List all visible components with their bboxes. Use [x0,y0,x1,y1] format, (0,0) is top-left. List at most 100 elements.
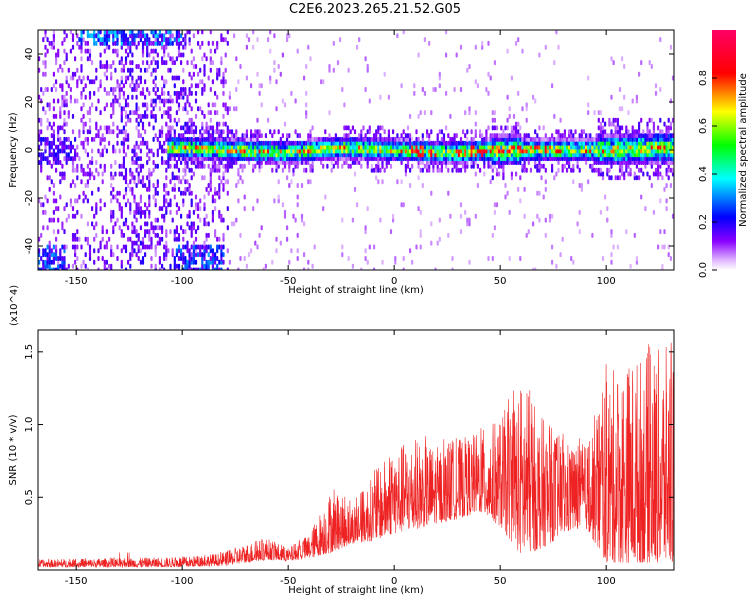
heatmap-x-tick-label: 50 [494,276,507,287]
heatmap-cell [296,160,299,165]
heatmap-cell [180,52,183,58]
heatmap-cell [470,129,473,135]
heatmap-cell [133,87,136,92]
heatmap-cell [599,133,602,139]
heatmap-cell [156,152,159,158]
heatmap-cell [139,140,142,146]
heatmap-cell [303,144,306,150]
heatmap-cell [591,163,594,169]
heatmap-cell [177,256,181,261]
heatmap-cell [207,125,210,131]
heatmap-cell [322,79,325,85]
heatmap-cell [296,232,299,238]
heatmap-cell [472,140,475,146]
heatmap-cell [485,129,488,135]
heatmap-cell [625,160,628,165]
colorbar-tick-label: 0.6 [698,118,709,134]
heatmap-cell [657,125,660,131]
heatmap-cell [364,133,367,139]
heatmap-cell [305,113,308,119]
heatmap-cell [97,87,100,92]
heatmap-cell [222,102,225,108]
heatmap-cell [601,129,605,135]
heatmap-cell [451,256,454,261]
heatmap-cell [599,156,602,162]
heatmap-cell [517,186,520,192]
heatmap-cell [216,167,219,173]
heatmap-cell [182,136,185,142]
heatmap-cell [256,133,259,139]
heatmap-cell [468,110,471,116]
heatmap-cell [358,160,361,165]
heatmap-cell [415,156,418,162]
heatmap-cell [353,160,357,165]
heatmap-cell [228,90,231,96]
heatmap-cell [277,129,280,135]
heatmap-cell [629,152,632,158]
heatmap-cell [228,106,231,112]
heatmap-cell [197,213,200,219]
heatmap-cell [103,37,106,43]
heatmap-cell [224,67,227,73]
heatmap-cell [459,156,463,162]
heatmap-cell [154,186,157,192]
heatmap-cell [601,140,605,146]
heatmap-cell [551,244,554,250]
heatmap-cell [161,236,164,242]
heatmap-cell [116,256,119,261]
heatmap-cell [67,67,70,73]
heatmap-cell [495,148,499,154]
heatmap-cell [322,163,325,169]
heatmap-cell [38,152,41,158]
heatmap-cell [436,148,439,154]
heatmap-cell [137,244,140,250]
heatmap-cell [175,110,178,116]
heatmap-cell [197,40,200,46]
heatmap-cell [303,75,306,81]
heatmap-cell [381,136,384,142]
heatmap-cell [86,129,89,135]
heatmap-cell [80,106,83,112]
heatmap-cell [336,152,340,158]
heatmap-cell [124,98,128,104]
heatmap-cell [657,175,660,181]
heatmap-cell [587,133,590,139]
heatmap-cell [364,156,367,162]
heatmap-cell [252,136,255,142]
heatmap-cell [194,229,198,235]
heatmap-cell [154,232,157,238]
heatmap-cell [141,90,145,96]
heatmap-cell [601,125,605,131]
heatmap-cell [489,133,492,139]
heatmap-cell [194,136,198,142]
heatmap-cell [148,232,151,238]
heatmap-cell [311,136,314,142]
heatmap-cell [665,183,668,188]
heatmap-cell [341,87,344,92]
heatmap-cell [203,221,206,227]
heatmap-cell [55,113,58,119]
heatmap-cell [124,113,128,119]
heatmap-cell [177,248,181,254]
heatmap-cell [521,144,524,150]
heatmap-cell [311,125,314,131]
heatmap-cell [434,140,437,146]
heatmap-cell [298,152,301,158]
heatmap-cell [245,136,248,142]
heatmap-cell [623,144,626,150]
heatmap-cell [97,248,100,254]
heatmap-cell [322,136,325,142]
heatmap-cell [192,133,195,139]
heatmap-cell [481,44,484,50]
heatmap-cell [373,140,376,146]
heatmap-cell [506,144,509,150]
heatmap-cell [368,144,371,150]
heatmap-cell [277,148,280,154]
heatmap-cell [86,30,89,35]
heatmap-cell [595,152,598,158]
heatmap-cell [61,94,64,100]
heatmap-cell [173,148,176,154]
heatmap-cell [135,102,138,108]
heatmap-cell [642,129,645,135]
heatmap-cell [406,163,410,169]
